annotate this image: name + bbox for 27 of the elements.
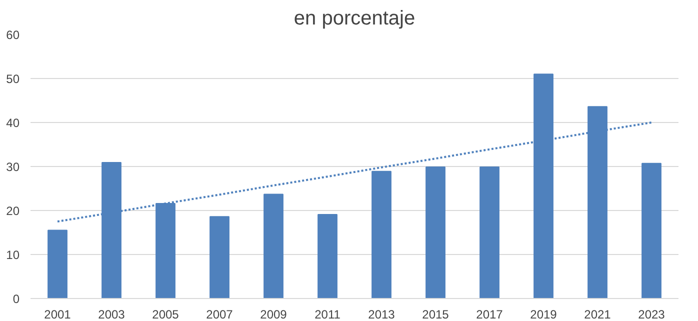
bar: [264, 194, 284, 298]
x-tick-label: 2005: [152, 308, 180, 321]
y-tick-label: 50: [6, 72, 20, 86]
bar: [318, 214, 338, 298]
x-tick-label: 2017: [476, 308, 504, 321]
chart-title: en porcentaje: [294, 8, 416, 30]
x-tick-label: 2021: [584, 308, 612, 321]
y-tick-label: 0: [12, 292, 20, 306]
y-tick-label: 10: [6, 248, 20, 262]
x-tick-label: 2013: [368, 308, 396, 321]
bar: [210, 216, 230, 298]
bar: [642, 162, 662, 298]
x-tick-label: 2015: [422, 308, 450, 321]
y-tick-label: 40: [6, 116, 20, 130]
x-tick-label: 2001: [44, 308, 72, 321]
x-tick-label: 2011: [314, 308, 341, 321]
y-tick-label: 20: [6, 204, 20, 218]
x-tick-label: 2003: [98, 308, 126, 321]
x-tick-label: 2023: [638, 308, 666, 321]
x-tick-label: 2009: [260, 308, 288, 321]
bar: [480, 166, 500, 298]
y-tick-label: 60: [6, 28, 20, 42]
x-tick-label: 2007: [206, 308, 234, 321]
x-tick-label: 2019: [530, 308, 558, 321]
bar: [48, 230, 68, 298]
bar: [426, 166, 446, 298]
y-tick-label: 30: [6, 160, 20, 174]
